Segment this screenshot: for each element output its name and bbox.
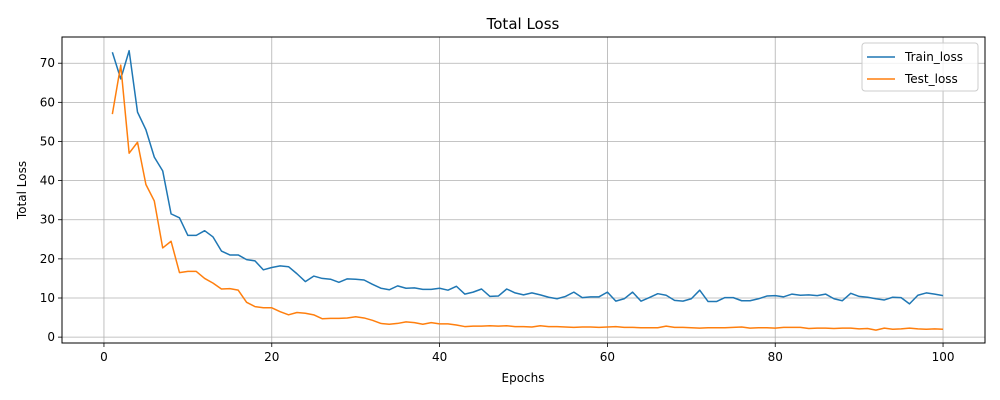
y-tick-label: 70 bbox=[40, 56, 55, 70]
y-tick-label: 40 bbox=[40, 174, 55, 188]
x-tick-label: 20 bbox=[264, 350, 279, 364]
y-axis: 0 10 20 30 40 50 60 70 bbox=[40, 56, 62, 344]
y-axis-label: Total Loss bbox=[15, 161, 29, 220]
legend-label-test: Test_loss bbox=[904, 72, 958, 86]
plot-frame bbox=[61, 36, 986, 344]
x-axis-label: Epochs bbox=[502, 371, 545, 385]
legend: Train_loss Test_loss bbox=[861, 42, 979, 92]
y-tick-label: 10 bbox=[40, 291, 55, 305]
x-tick-label: 80 bbox=[768, 350, 783, 364]
y-tick-label: 0 bbox=[47, 330, 55, 344]
y-tick-label: 50 bbox=[40, 134, 55, 148]
x-tick-label: 100 bbox=[932, 350, 955, 364]
series-lines bbox=[111, 49, 944, 331]
x-axis: 0 20 40 60 80 100 bbox=[100, 343, 954, 364]
series-line-train-loss bbox=[111, 49, 944, 305]
series-line-test-loss bbox=[111, 64, 944, 331]
x-tick-label: 0 bbox=[100, 350, 108, 364]
y-tick-label: 30 bbox=[40, 213, 55, 227]
y-tick-label: 20 bbox=[40, 252, 55, 266]
chart-title: Total Loss bbox=[486, 15, 560, 33]
legend-label-train: Train_loss bbox=[904, 50, 963, 64]
x-tick-label: 40 bbox=[432, 350, 447, 364]
x-tick-label: 60 bbox=[600, 350, 615, 364]
y-tick-label: 60 bbox=[40, 95, 55, 109]
